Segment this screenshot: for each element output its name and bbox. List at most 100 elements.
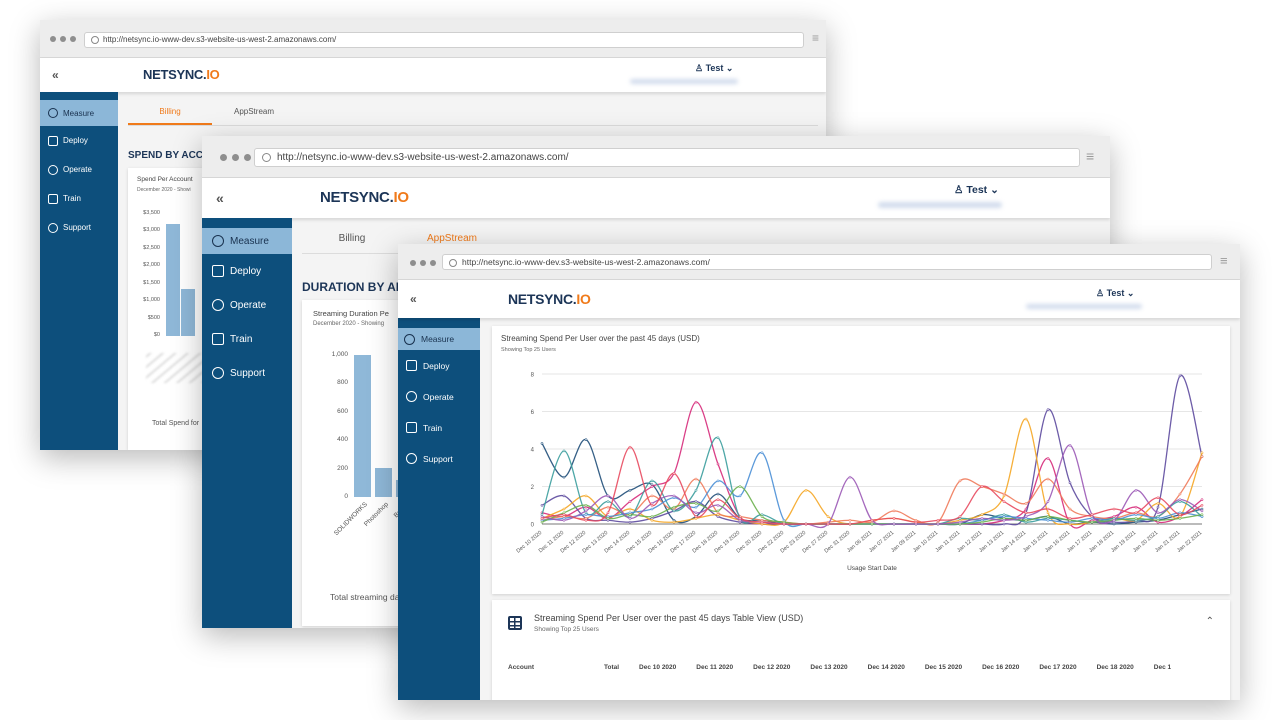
sidebar-item-deploy[interactable]: Deploy bbox=[40, 126, 118, 155]
bar[interactable] bbox=[166, 224, 180, 336]
data-point bbox=[716, 503, 720, 507]
table-header-cell[interactable]: Account bbox=[508, 664, 534, 671]
document-icon bbox=[48, 193, 58, 204]
address-bar[interactable]: http://netsync.io-www-dev.s3-website-us-… bbox=[84, 32, 804, 48]
data-point bbox=[584, 438, 588, 441]
user-subtitle-blurred bbox=[878, 202, 1002, 208]
data-point bbox=[716, 479, 720, 483]
table-header-cell[interactable]: Dec 12 2020 bbox=[753, 664, 791, 671]
tab-appstream[interactable]: AppStream bbox=[233, 107, 275, 116]
data-point bbox=[1178, 374, 1182, 378]
sidebar-item-train[interactable]: Train bbox=[398, 412, 480, 443]
sidebar-item-operate[interactable]: Operate bbox=[40, 155, 118, 184]
sidebar-item-train[interactable]: Train bbox=[40, 184, 118, 213]
data-point bbox=[584, 509, 588, 513]
sidebar: Measure Deploy Operate Train Support bbox=[398, 318, 480, 700]
sidebar-item-measure[interactable]: Measure bbox=[202, 228, 292, 254]
y-tick-label: $0 bbox=[153, 332, 160, 338]
browser-menu-icon[interactable]: ≡ bbox=[812, 31, 820, 45]
table-header-cell[interactable]: Dec 15 2020 bbox=[924, 664, 963, 671]
sidebar-item-deploy[interactable]: Deploy bbox=[398, 350, 480, 381]
data-point bbox=[1024, 502, 1028, 505]
data-point bbox=[628, 500, 632, 503]
table-header-cell[interactable]: Dec 16 2020 bbox=[982, 664, 1020, 671]
data-point bbox=[1068, 507, 1072, 511]
bar[interactable] bbox=[181, 288, 195, 336]
sidebar-item-measure[interactable]: Measure bbox=[398, 328, 480, 350]
app-logo[interactable]: NETSYNC.IO bbox=[143, 67, 220, 82]
reload-icon[interactable] bbox=[449, 258, 457, 267]
data-point bbox=[1090, 517, 1094, 520]
sidebar-item-operate[interactable]: Operate bbox=[398, 381, 480, 412]
app-header: « NETSYNC.IO ♙ Test ⌄ bbox=[40, 58, 826, 92]
tab-billing[interactable]: Billing bbox=[338, 233, 366, 244]
collapse-sidebar-icon[interactable]: « bbox=[52, 68, 59, 82]
sidebar-item-operate[interactable]: Operate bbox=[202, 288, 292, 322]
reload-icon[interactable] bbox=[262, 152, 271, 162]
data-point bbox=[980, 520, 984, 524]
sidebar-item-train[interactable]: Train bbox=[202, 322, 292, 356]
sidebar-item-deploy[interactable]: Deploy bbox=[202, 254, 292, 288]
data-point bbox=[1112, 507, 1116, 511]
y-tick-label: $3,000 bbox=[143, 227, 160, 234]
collapse-sidebar-icon[interactable]: « bbox=[410, 292, 417, 306]
sidebar-item-support[interactable]: Support bbox=[398, 443, 480, 474]
table-header-cell[interactable]: Dec 18 2020 bbox=[1096, 664, 1134, 671]
window-dots-icon bbox=[50, 36, 76, 42]
user-menu[interactable]: ♙ Test ⌄ bbox=[695, 63, 734, 73]
sidebar: Measure Deploy Operate Train Support bbox=[40, 92, 118, 450]
bar[interactable] bbox=[375, 467, 392, 497]
data-point bbox=[672, 472, 676, 475]
data-point bbox=[1156, 518, 1160, 522]
address-bar[interactable]: http://netsync.io-www-dev.s3-website-us-… bbox=[442, 254, 1212, 270]
data-point bbox=[936, 518, 940, 522]
data-point bbox=[1002, 518, 1006, 522]
data-point bbox=[1024, 511, 1028, 515]
data-point bbox=[1134, 488, 1138, 492]
collapse-sidebar-icon[interactable]: « bbox=[216, 190, 224, 206]
data-point bbox=[1068, 517, 1072, 520]
app-logo[interactable]: NETSYNC.IO bbox=[508, 291, 591, 307]
data-point bbox=[1068, 443, 1072, 447]
data-point bbox=[694, 477, 698, 481]
address-bar[interactable]: http://netsync.io-www-dev.s3-website-us-… bbox=[254, 148, 1080, 167]
table-header-cell[interactable]: Dec 10 2020 bbox=[639, 664, 677, 671]
gauge-icon bbox=[48, 108, 58, 118]
table-header-cell[interactable]: Dec 11 2020 bbox=[696, 664, 734, 671]
table-header-cell[interactable]: Dec 13 2020 bbox=[810, 664, 848, 671]
user-menu[interactable]: ♙ Test ⌄ bbox=[954, 184, 999, 196]
data-point bbox=[694, 505, 698, 509]
data-point bbox=[562, 449, 566, 453]
browser-menu-icon[interactable]: ≡ bbox=[1220, 253, 1228, 268]
sidebar-item-support[interactable]: Support bbox=[202, 356, 292, 390]
data-point bbox=[540, 517, 544, 520]
card-subtitle: December 2020 - Showi bbox=[137, 187, 191, 193]
user-menu[interactable]: ♙ Test ⌄ bbox=[1096, 288, 1135, 298]
data-point bbox=[1134, 505, 1138, 509]
app-logo[interactable]: NETSYNC.IO bbox=[320, 189, 409, 206]
data-point bbox=[606, 500, 610, 503]
sidebar-item-support[interactable]: Support bbox=[40, 213, 118, 242]
gauge-icon bbox=[404, 333, 415, 345]
data-point bbox=[914, 520, 918, 524]
table-icon bbox=[508, 616, 522, 630]
tab-billing[interactable]: Billing bbox=[128, 100, 212, 125]
table-header-cell[interactable]: Dec 14 2020 bbox=[867, 664, 905, 671]
bar[interactable] bbox=[354, 355, 371, 497]
table-header-cell[interactable]: Dec 1 bbox=[1153, 664, 1172, 671]
data-point bbox=[1046, 518, 1050, 522]
series-line bbox=[541, 374, 1203, 526]
sidebar-item-measure[interactable]: Measure bbox=[40, 100, 118, 126]
table-header-cell[interactable]: Total bbox=[604, 664, 620, 671]
browser-menu-icon[interactable]: ≡ bbox=[1086, 148, 1095, 164]
data-point bbox=[628, 488, 632, 492]
data-point bbox=[672, 494, 676, 498]
y-tick-label: 1,000 bbox=[331, 351, 348, 358]
data-point bbox=[1156, 496, 1160, 500]
table-header-cell[interactable]: Dec 17 2020 bbox=[1039, 664, 1077, 671]
building-icon bbox=[406, 360, 417, 371]
user-subtitle-blurred bbox=[630, 79, 738, 84]
chevron-up-icon[interactable]: ⌃ bbox=[1205, 616, 1214, 627]
y-tick-label: 0 bbox=[344, 493, 348, 500]
reload-icon[interactable] bbox=[91, 35, 99, 44]
